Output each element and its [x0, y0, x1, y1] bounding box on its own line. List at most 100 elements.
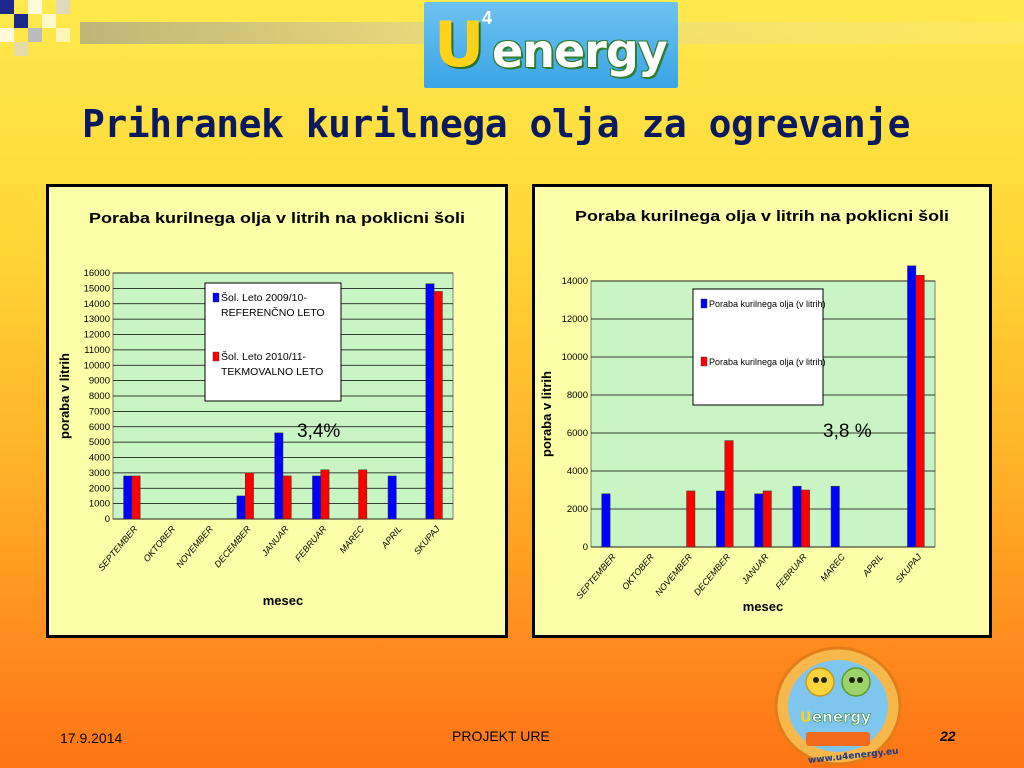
- bar-series-1-skupaj: [915, 275, 925, 548]
- chart-title: Poraba kurilnega olja v litrih na poklic…: [575, 208, 949, 225]
- legend-entry-1: Poraba kurilnega olja (v litrih): [709, 357, 826, 367]
- y-tick-label: 2000: [89, 483, 110, 494]
- bar-series-1-skupaj: [433, 291, 443, 520]
- chart-right-svg: Poraba kurilnega olja v litrih na poklic…: [539, 208, 949, 614]
- chart-left-svg: Poraba kurilnega olja v litrih na poklic…: [57, 210, 465, 608]
- legend-entry-1-line-1: TEKMOVALNO LETO: [221, 366, 323, 378]
- y-tick-label: 12000: [84, 330, 110, 341]
- bar-series-0-december: [236, 495, 246, 520]
- bar-series-1-januar: [282, 475, 292, 520]
- chart-left: Poraba kurilnega olja v litrih na poklic…: [46, 184, 508, 638]
- bar-series-1-december: [724, 440, 734, 548]
- bar-series-0-marec: [830, 485, 840, 548]
- svg-text:U: U: [800, 710, 811, 726]
- legend-box: [204, 282, 342, 402]
- bar-series-0-september: [601, 493, 611, 548]
- logo-number: 4: [482, 8, 493, 28]
- logo-letter-u: U: [434, 8, 485, 81]
- y-axis-label: poraba v litrih: [57, 353, 72, 439]
- page-number: 22: [940, 728, 956, 744]
- x-tick-label: JANUAR: [259, 523, 291, 558]
- y-tick-label: 11000: [84, 345, 110, 356]
- y-tick-label: 10000: [84, 360, 110, 371]
- x-tick-label: DECEMBER: [692, 551, 733, 597]
- legend-box: [692, 288, 824, 406]
- u4energy-badge-logo: U energy www.u4energy.eu: [774, 646, 902, 766]
- legend-swatch-0: [212, 292, 220, 303]
- y-tick-label: 3000: [89, 468, 110, 479]
- bar-series-0-april: [387, 475, 397, 520]
- y-tick-label: 0: [105, 514, 110, 525]
- x-tick-label: DECEMBER: [212, 523, 253, 569]
- bar-series-1-februar: [800, 489, 810, 548]
- y-tick-label: 14000: [562, 276, 588, 287]
- legend-swatch-0: [700, 298, 708, 309]
- legend-entry-1-line-0: Šol. Leto 2010/11-: [221, 350, 307, 363]
- savings-annotation: 3,4%: [297, 421, 340, 442]
- savings-annotation: 3,8 %: [823, 421, 872, 442]
- x-tick-label: OKTOBER: [141, 523, 177, 563]
- bar-series-1-januar: [762, 490, 772, 548]
- bar-series-1-marec: [358, 469, 368, 520]
- bar-series-0-januar: [274, 432, 284, 520]
- x-tick-label: SEPTEMBER: [96, 523, 140, 572]
- legend-entry-0: Poraba kurilnega olja (v litrih): [709, 299, 826, 309]
- logo-word: energy: [492, 24, 668, 78]
- svg-text:energy: energy: [812, 708, 871, 726]
- y-tick-label: 8000: [89, 391, 110, 402]
- y-tick-label: 4000: [89, 453, 110, 464]
- x-tick-label: FEBRUAR: [773, 551, 809, 591]
- bar-series-0-februar: [312, 475, 322, 520]
- y-tick-label: 9000: [89, 376, 110, 387]
- bar-series-0-januar: [754, 493, 764, 548]
- footer-date: 17.9.2014: [60, 730, 123, 746]
- bar-series-0-skupaj: [907, 265, 917, 548]
- y-tick-label: 0: [583, 542, 588, 553]
- x-tick-label: JANUAR: [739, 551, 771, 586]
- y-tick-label: 1000: [89, 499, 110, 510]
- bar-series-0-februar: [792, 485, 802, 548]
- y-tick-label: 13000: [84, 314, 110, 325]
- legend-swatch-1: [700, 356, 708, 367]
- bar-series-0-skupaj: [425, 283, 435, 520]
- y-tick-label: 4000: [567, 466, 588, 477]
- y-tick-label: 12000: [562, 314, 588, 325]
- y-tick-label: 2000: [567, 504, 588, 515]
- u4energy-logo: U 4 energy: [424, 2, 678, 88]
- y-tick-label: 14000: [84, 299, 110, 310]
- bar-series-1-september: [131, 475, 141, 520]
- bar-series-1-november: [686, 490, 696, 548]
- x-tick-label: OKTOBER: [620, 551, 656, 591]
- x-axis-label: mesec: [263, 593, 303, 608]
- chart-title: Poraba kurilnega olja v litrih na poklic…: [89, 210, 465, 227]
- chart-right: Poraba kurilnega olja v litrih na poklic…: [532, 184, 992, 638]
- slide-title: Prihranek kurilnega olja za ogrevanje: [82, 102, 910, 146]
- y-tick-label: 15000: [84, 283, 110, 294]
- y-tick-label: 8000: [567, 390, 588, 401]
- bar-series-0-december: [716, 490, 726, 548]
- x-tick-label: FEBRUAR: [293, 523, 329, 563]
- y-axis-label: poraba v litrih: [539, 371, 554, 457]
- x-axis-label: mesec: [743, 599, 783, 614]
- x-tick-label: MAREC: [818, 551, 847, 583]
- x-tick-label: SKUPAJ: [894, 551, 924, 584]
- bar-series-1-februar: [320, 469, 330, 520]
- bar-series-0-september: [123, 475, 133, 520]
- decorative-squares: [0, 0, 70, 56]
- bar-series-1-december: [244, 472, 254, 520]
- x-tick-label: SEPTEMBER: [574, 551, 618, 600]
- y-tick-label: 6000: [567, 428, 588, 439]
- footer-project: PROJEKT URE: [452, 728, 550, 744]
- x-tick-label: APRIL: [860, 552, 885, 579]
- y-tick-label: 16000: [84, 268, 110, 279]
- y-tick-label: 6000: [89, 422, 110, 433]
- legend-swatch-1: [212, 351, 220, 362]
- x-tick-label: NOVEMBER: [653, 551, 694, 597]
- x-tick-label: SKUPAJ: [412, 523, 442, 556]
- y-tick-label: 5000: [89, 437, 110, 448]
- legend-entry-0-line-0: Šol. Leto 2009/10-: [221, 291, 307, 304]
- y-tick-label: 7000: [89, 406, 110, 417]
- x-tick-label: APRIL: [379, 524, 404, 551]
- x-tick-label: NOVEMBER: [174, 523, 215, 569]
- x-tick-label: MAREC: [338, 523, 367, 555]
